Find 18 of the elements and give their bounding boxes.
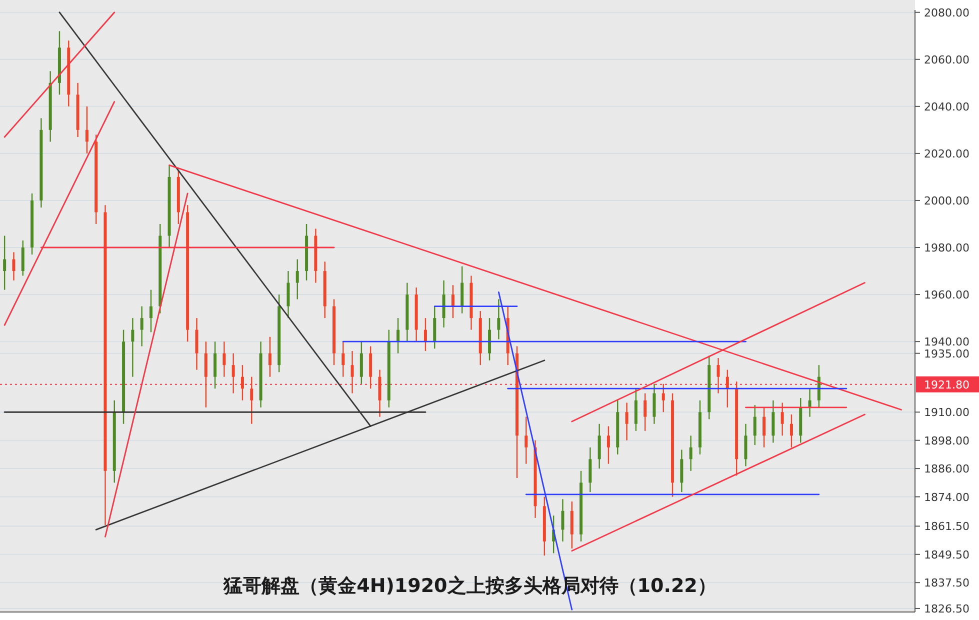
y-tick-label: 1874.00: [924, 490, 970, 504]
y-tick-label: 1837.50: [924, 576, 970, 590]
ref-line-label: 1921.80: [924, 378, 970, 392]
y-tick-label: 1849.50: [924, 548, 970, 562]
y-tick-label: 1898.00: [924, 434, 970, 448]
y-tick-label: 1861.50: [924, 520, 970, 534]
y-tick-label: 1960.00: [924, 288, 970, 302]
y-tick-label: 1980.00: [924, 242, 970, 255]
y-tick-label: 1910.00: [924, 406, 970, 420]
y-tick-label: 2080.00: [924, 6, 970, 20]
y-tick-label: 1940.00: [924, 336, 970, 349]
y-tick-label: 1935.00: [924, 347, 970, 360]
y-tick-label: 2020.00: [924, 147, 970, 160]
y-tick-label: 1826.50: [924, 602, 970, 616]
y-tick-label: 2060.00: [924, 53, 970, 66]
y-tick-label: 2000.00: [924, 194, 970, 208]
y-tick-label: 2040.00: [924, 100, 970, 114]
y-tick-label: 1886.00: [924, 462, 970, 476]
